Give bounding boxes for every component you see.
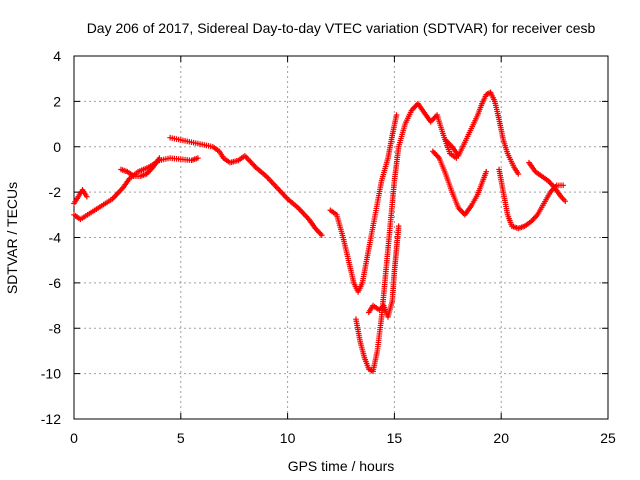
x-tick-label: 0 xyxy=(70,430,78,446)
y-axis: -12 -10 -8 -6 -4 -2 0 2 4 xyxy=(41,48,608,427)
x-tick-label: 20 xyxy=(493,430,509,446)
data-point xyxy=(483,168,490,175)
data-point xyxy=(195,155,201,161)
data-points xyxy=(71,89,569,375)
y-tick-label: 4 xyxy=(53,48,61,64)
data-point xyxy=(562,198,569,204)
x-tick-label: 15 xyxy=(387,430,403,446)
chart-title: Day 206 of 2017, Sidereal Day-to-day VTE… xyxy=(87,20,596,36)
y-tick-label: -12 xyxy=(41,411,61,427)
data-point xyxy=(318,232,325,239)
y-tick-label: 0 xyxy=(53,139,61,155)
x-tick-label: 25 xyxy=(600,430,616,446)
data-point xyxy=(393,112,400,118)
data-point xyxy=(560,182,566,189)
data-point xyxy=(395,223,402,229)
data-point xyxy=(515,171,522,177)
y-tick-label: 2 xyxy=(53,93,61,109)
grid-lines xyxy=(74,56,608,419)
y-tick-label: -6 xyxy=(49,275,62,291)
x-tick-label: 10 xyxy=(280,430,296,446)
x-tick-label: 5 xyxy=(177,430,185,446)
y-tick-label: -8 xyxy=(49,320,62,336)
y-tick-label: -4 xyxy=(49,230,62,246)
x-axis: 0 5 10 15 20 25 xyxy=(70,56,616,446)
x-axis-label: GPS time / hours xyxy=(288,458,395,474)
y-tick-label: -2 xyxy=(49,184,62,200)
data-point xyxy=(156,155,163,161)
data-point xyxy=(84,193,90,200)
y-axis-label: SDTVAR / TECUs xyxy=(4,182,20,294)
y-tick-label: -10 xyxy=(41,366,61,382)
